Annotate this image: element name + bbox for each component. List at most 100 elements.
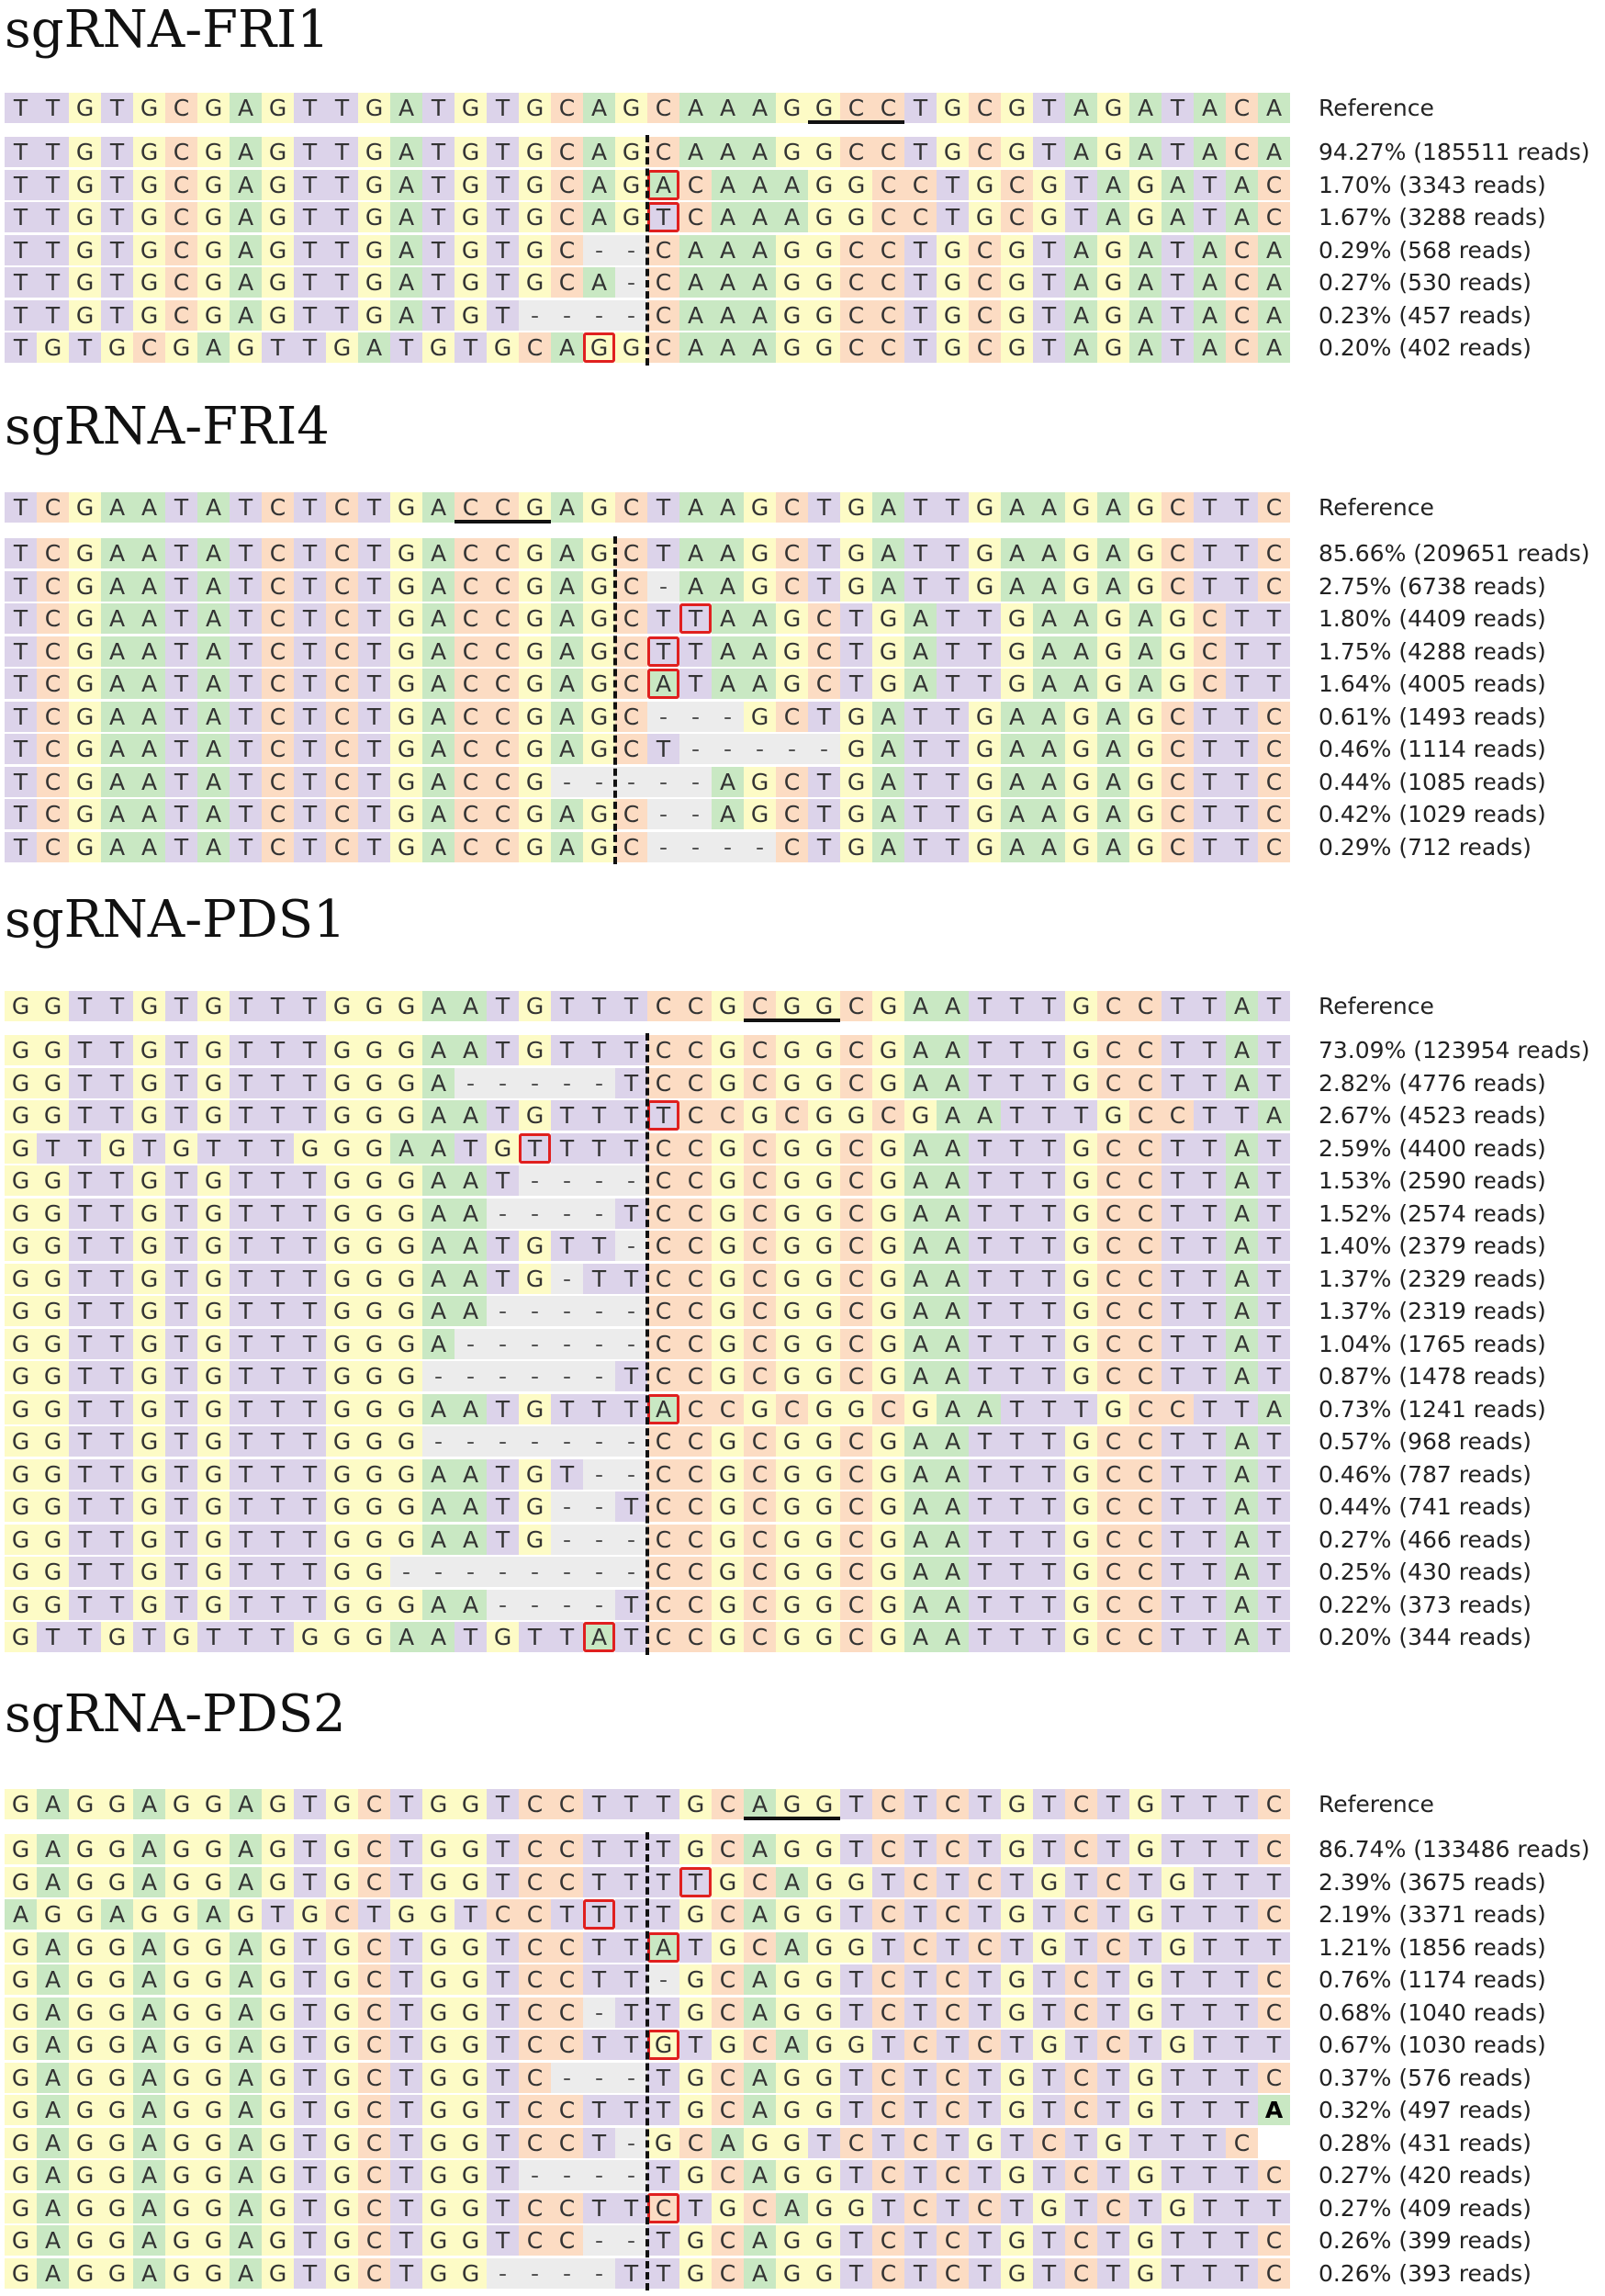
base-cell: T	[551, 1132, 583, 1164]
base-cell: A	[937, 1067, 969, 1098]
base-cell: G	[776, 1035, 808, 1065]
base-cell: T	[326, 137, 358, 167]
base-cell: T	[69, 1524, 101, 1555]
base-cell: T	[487, 234, 519, 265]
base-cell: C	[455, 492, 487, 523]
base-cell: G	[1065, 766, 1097, 797]
gap-cell: -	[679, 701, 712, 732]
base-cell: T	[969, 603, 1001, 634]
base-cell: T	[1194, 831, 1226, 862]
base-cell: G	[808, 1622, 840, 1652]
base-cell: T	[615, 1198, 647, 1229]
base-cell: C	[937, 2062, 969, 2093]
base-cell: G	[101, 1964, 133, 1995]
base-cell: T	[358, 669, 390, 699]
base-cell: G	[133, 1165, 165, 1196]
base-cell: G	[101, 1132, 133, 1164]
base-cell: T	[230, 766, 262, 797]
base-cell: G	[358, 267, 390, 298]
base-cell: G	[583, 570, 615, 602]
base-cell: T	[5, 734, 37, 764]
base-cell: T	[487, 1964, 519, 1995]
base-cell: C	[776, 492, 808, 523]
base-cell: G	[358, 1100, 390, 1131]
base-cell: C	[326, 669, 358, 699]
base-cell: G	[455, 267, 487, 298]
base-cell: G	[358, 1557, 390, 1587]
base-cell: G	[455, 2257, 487, 2289]
base-cell: C	[455, 538, 487, 568]
gap-cell: -	[647, 701, 679, 732]
base-cell: G	[1065, 1524, 1097, 1555]
base-cell: A	[1162, 202, 1194, 232]
base-cell: G	[1033, 202, 1065, 232]
base-cell: C	[647, 1165, 679, 1196]
base-cell: T	[904, 831, 937, 862]
base-cell: C	[519, 2127, 551, 2158]
base-cell: G	[101, 332, 133, 363]
base-cell: T	[487, 2225, 519, 2256]
base-cell: G	[712, 1035, 744, 1065]
base-cell: C	[1162, 1100, 1194, 1131]
base-cell: G	[744, 570, 776, 602]
base-cell: T	[1258, 603, 1290, 634]
base-cell: G	[519, 1458, 551, 1490]
base-cell: G	[69, 2192, 101, 2223]
pam-underline	[455, 520, 551, 523]
gap-cell: -	[679, 831, 712, 862]
base-cell: A	[969, 1393, 1001, 1424]
base-cell: G	[615, 202, 647, 232]
base-cell: G	[69, 93, 101, 123]
base-cell: C	[840, 267, 872, 298]
base-cell: T	[262, 1263, 294, 1294]
base-cell: T	[487, 93, 519, 123]
base-cell: A	[390, 169, 422, 200]
base-cell: C	[262, 492, 294, 523]
base-cell: T	[358, 570, 390, 602]
base-cell: G	[808, 1198, 840, 1229]
base-cell: G	[583, 603, 615, 634]
base-cell: T	[101, 1491, 133, 1522]
base-cell: G	[969, 799, 1001, 829]
base-cell: T	[5, 636, 37, 667]
base-cell: A	[776, 2030, 808, 2060]
base-cell: A	[744, 299, 776, 331]
panel-title: sgRNA-FRI1	[5, 0, 330, 60]
base-cell: C	[551, 93, 583, 123]
base-cell: G	[5, 1458, 37, 1490]
base-cell: T	[422, 93, 455, 123]
base-cell: A	[1033, 570, 1065, 602]
base-cell: A	[1226, 1589, 1258, 1620]
base-cell: T	[197, 1622, 230, 1652]
gap-cell: -	[551, 1589, 583, 1620]
base-cell: A	[422, 734, 455, 764]
base-cell: G	[1129, 202, 1162, 232]
base-cell: T	[840, 1997, 872, 2028]
base-cell: A	[744, 332, 776, 363]
base-cell: T	[647, 1899, 679, 1930]
base-cell: G	[390, 1165, 422, 1196]
base-cell: T	[262, 1524, 294, 1555]
base-cell: A	[551, 570, 583, 602]
base-cell: T	[69, 1557, 101, 1587]
base-cell: C	[1258, 538, 1290, 568]
base-cell: T	[230, 701, 262, 732]
base-cell: G	[937, 299, 969, 331]
base-cell: C	[679, 1296, 712, 1326]
base-cell: T	[551, 1393, 583, 1424]
base-cell: G	[1129, 2095, 1162, 2125]
base-cell: T	[1226, 1931, 1258, 1963]
base-cell: G	[1129, 1997, 1162, 2028]
base-cell: A	[904, 1067, 937, 1098]
base-cell: C	[1065, 2160, 1097, 2190]
read-frequency-label: 1.70% (3343 reads)	[1319, 171, 1546, 198]
base-cell: C	[808, 636, 840, 667]
base-cell: G	[1129, 1899, 1162, 1930]
base-cell: C	[679, 991, 712, 1021]
base-cell: G	[583, 701, 615, 732]
gap-cell: -	[519, 299, 551, 331]
